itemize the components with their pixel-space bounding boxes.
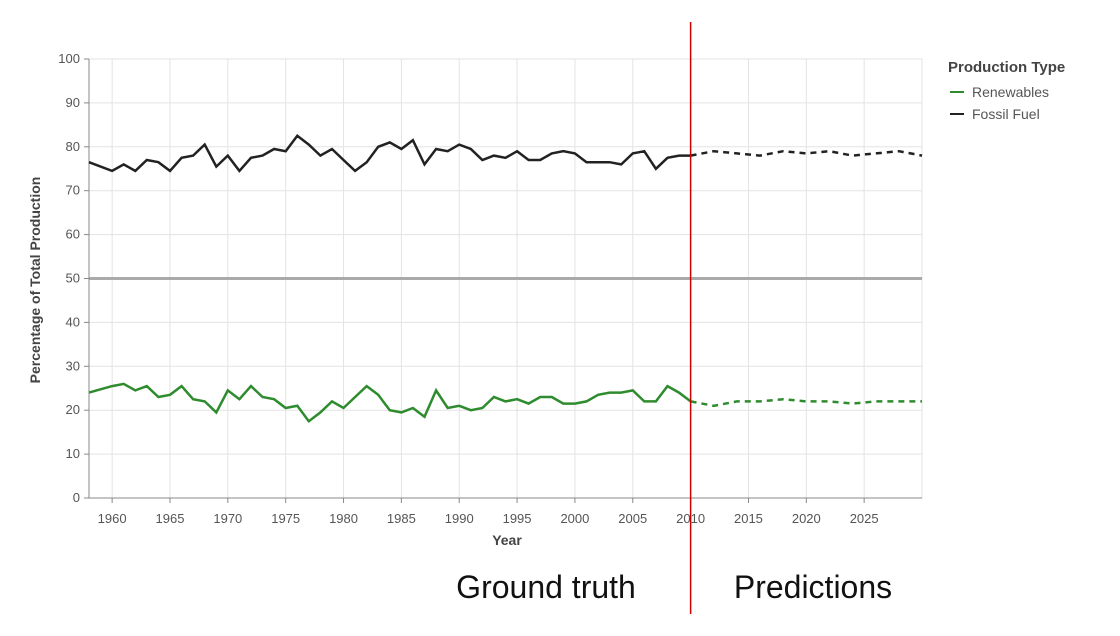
x-axis-title: Year xyxy=(492,532,522,548)
x-tick-label: 1975 xyxy=(271,511,300,526)
x-tick-label: 1985 xyxy=(387,511,416,526)
x-tick-label: 1970 xyxy=(213,511,242,526)
y-tick-label: 60 xyxy=(66,227,80,242)
legend-label-fossil-fuel: Fossil Fuel xyxy=(972,106,1040,122)
y-tick-label: 40 xyxy=(66,314,80,329)
x-tick-label: 2005 xyxy=(618,511,647,526)
y-axis-title: Percentage of Total Production xyxy=(27,177,43,384)
y-tick-label: 50 xyxy=(66,271,80,286)
legend: Production Type Renewables Fossil Fuel xyxy=(948,59,1065,122)
axes: 0 10 20 30 40 50 60 70 80 90 100 1960 1965 1970 1975 19… xyxy=(58,51,922,526)
x-tick-label: 2000 xyxy=(560,511,589,526)
series-lines xyxy=(88,134,923,423)
y-tick-label: 90 xyxy=(66,95,80,110)
y-tick-label: 70 xyxy=(66,183,80,198)
x-tick-label: 2025 xyxy=(850,511,879,526)
annotation-ground-truth: Ground truth xyxy=(456,569,636,605)
legend-label-renewables: Renewables xyxy=(972,84,1049,100)
annotation-predictions: Predictions xyxy=(734,569,892,605)
y-tick-label: 0 xyxy=(73,490,80,505)
legend-title: Production Type xyxy=(948,59,1065,76)
y-tick-label: 80 xyxy=(66,139,80,154)
x-tick-label: 1960 xyxy=(98,511,127,526)
x-tick-label: 2015 xyxy=(734,511,763,526)
series-fossil-fuel xyxy=(88,134,691,173)
x-tick-label: 1980 xyxy=(329,511,358,526)
series-renewables xyxy=(88,382,692,423)
x-tick-label: 1995 xyxy=(503,511,532,526)
y-tick-label: 20 xyxy=(66,402,80,417)
y-tick-label: 100 xyxy=(58,51,80,66)
y-tick-label: 30 xyxy=(66,358,80,373)
x-tick-label: 1990 xyxy=(445,511,474,526)
y-tick-label: 10 xyxy=(66,446,80,461)
x-tick-label: 1965 xyxy=(156,511,185,526)
grid-lines xyxy=(88,58,923,499)
x-tick-label: 2020 xyxy=(792,511,821,526)
